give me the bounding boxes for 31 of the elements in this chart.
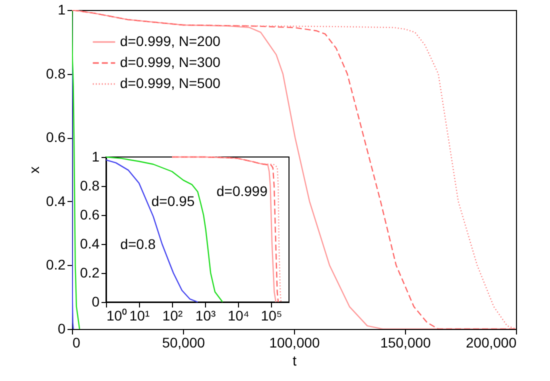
x-tick-label: 150,000: [380, 334, 432, 350]
legend-label: d=0.999, N=200: [120, 33, 221, 49]
y-tick-label: 0.8: [80, 178, 100, 194]
legend-label: d=0.999, N=300: [120, 54, 221, 70]
x-tick-label: 10⁰: [106, 308, 128, 324]
legend-label: d=0.999, N=500: [120, 75, 221, 91]
x-axis-title: t: [292, 352, 297, 368]
y-tick-label: 0: [92, 294, 100, 310]
y-tick-label: 0.2: [80, 264, 100, 280]
x-tick-label: 10⁵: [260, 308, 282, 324]
x-tick-label: 100,000: [269, 334, 320, 350]
y-tick-label: 0.6: [80, 206, 100, 222]
x-tick-label: 200,000: [466, 334, 517, 350]
y-tick-label: 0.4: [46, 192, 66, 209]
x-tick-label: 10³: [195, 308, 216, 324]
y-tick-label: 0.2: [46, 256, 66, 273]
y-tick-label: 0.6: [46, 129, 66, 146]
y-tick-label: 0.8: [46, 65, 66, 82]
annotation: d=0.95: [151, 193, 195, 209]
x-tick-label: 50,000: [162, 334, 206, 350]
y-tick-label: 1: [92, 148, 100, 164]
x-tick-label: 10²: [162, 308, 183, 324]
y-tick-label: 0.4: [80, 236, 100, 252]
x-tick-label: 10⁴: [228, 308, 250, 324]
y-axis-title: x: [26, 166, 42, 174]
line-series: [72, 10, 80, 329]
y-tick-label: 1: [58, 2, 66, 18]
x-tick-label: 10¹: [129, 308, 150, 324]
annotation: d=0.999: [216, 183, 268, 199]
annotation: d=0.8: [120, 236, 156, 252]
y-tick-label: 0: [58, 320, 66, 336]
